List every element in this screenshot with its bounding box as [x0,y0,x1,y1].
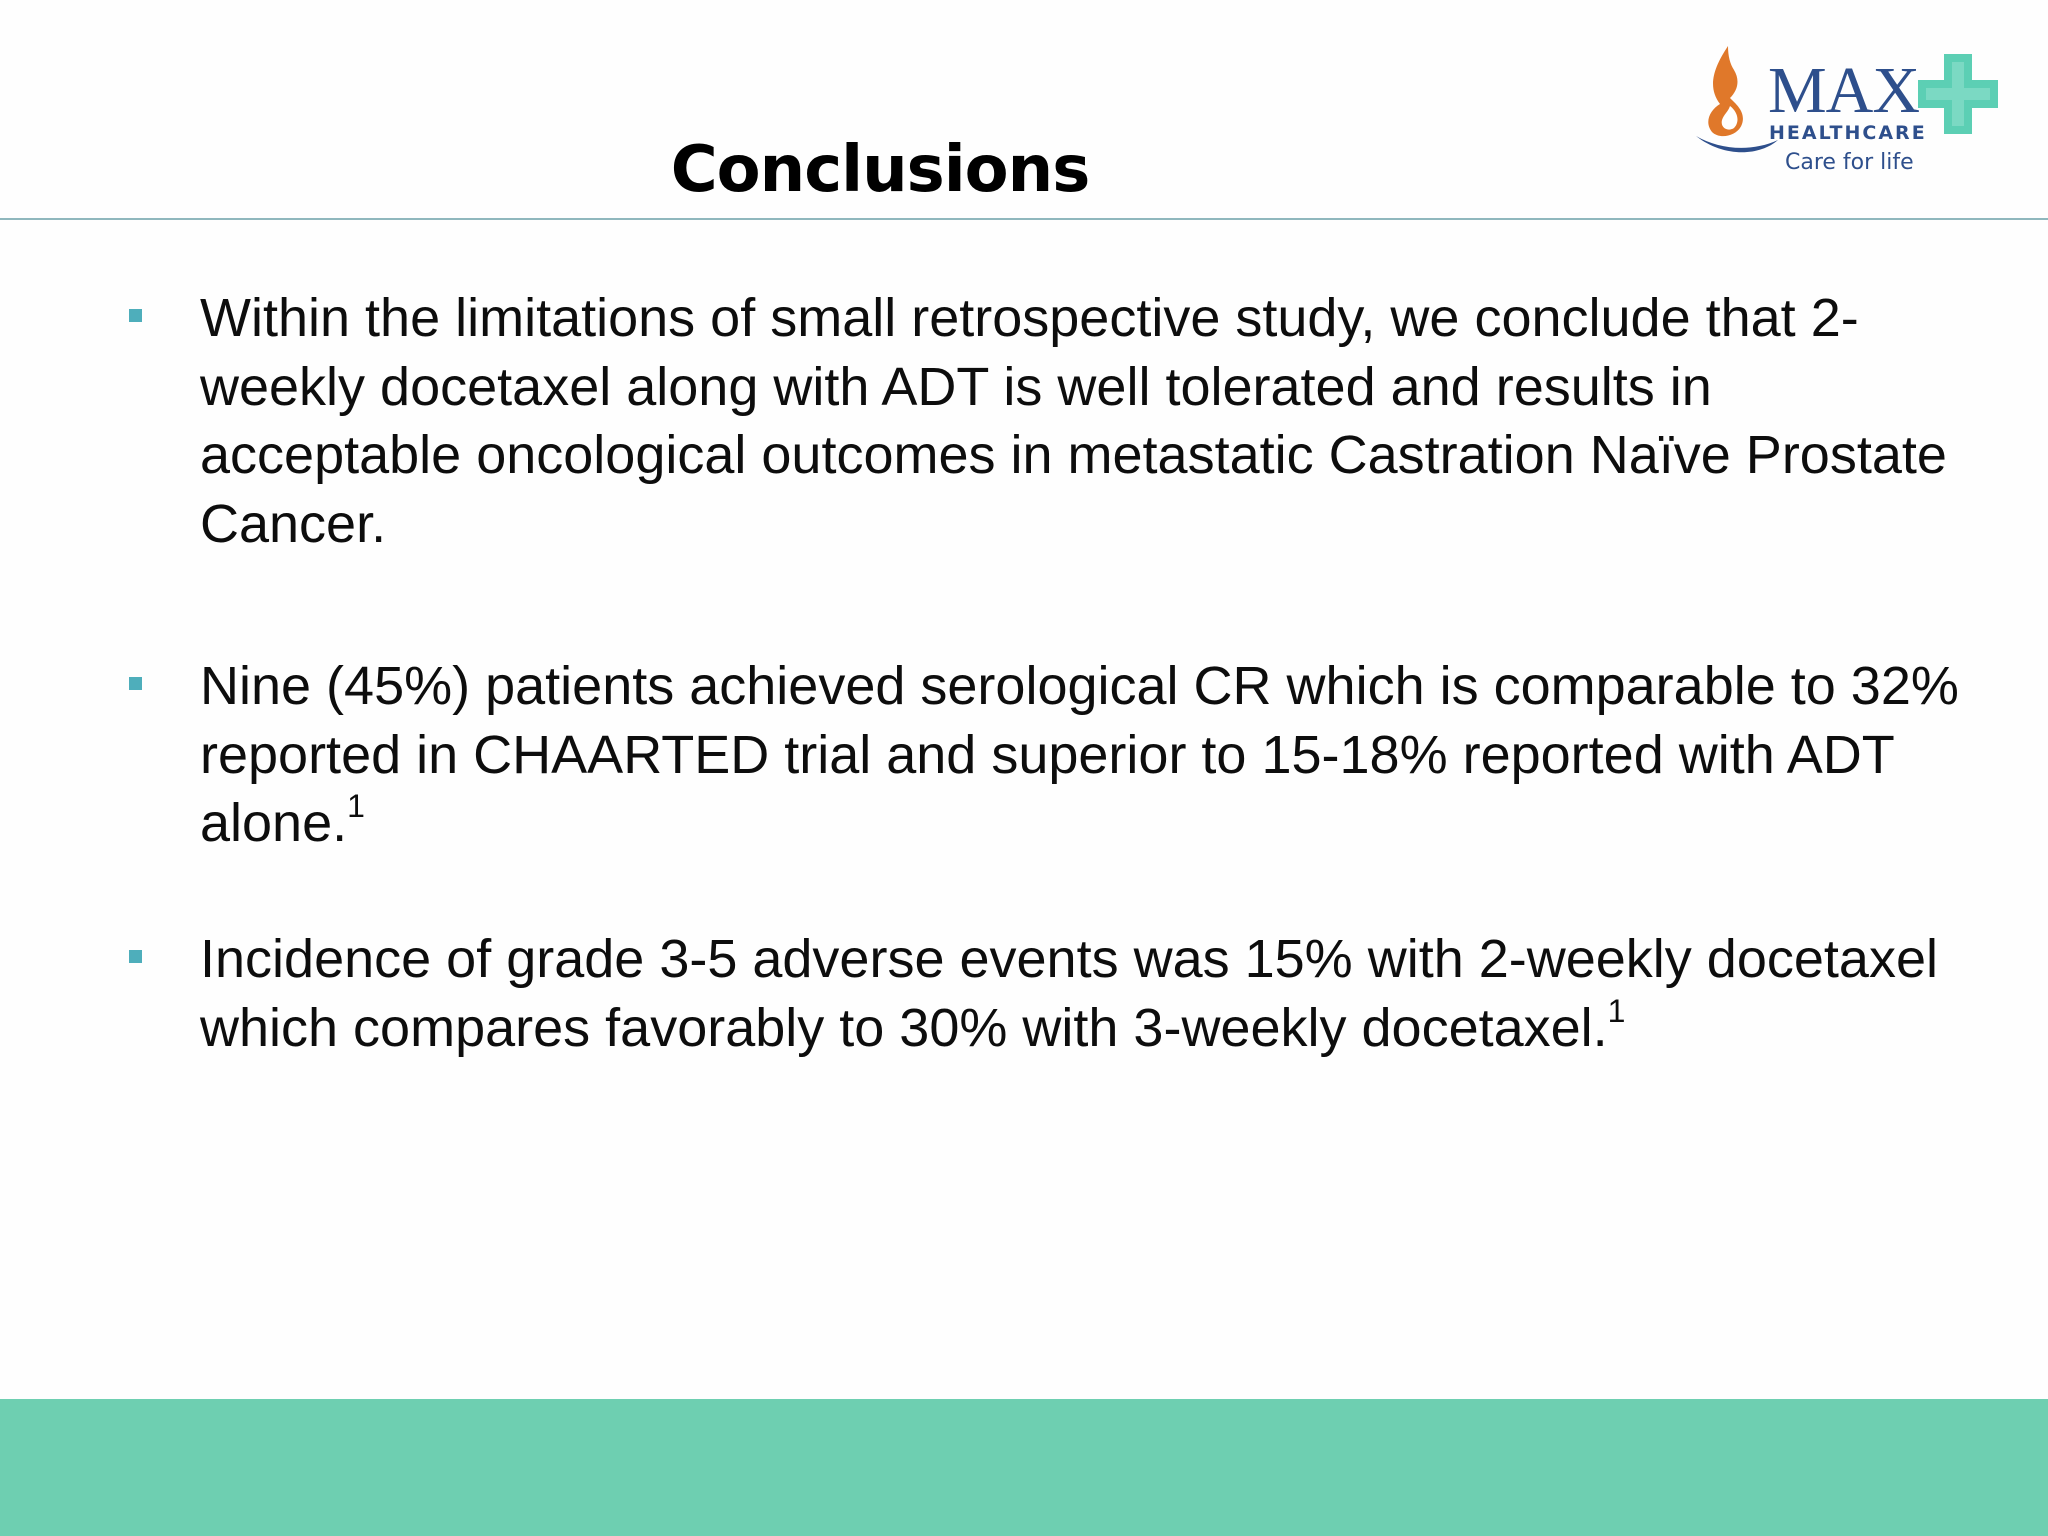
conclusion-text-3: Incidence of grade 3-5 adverse events wa… [200,929,1938,1058]
bullet-marker-icon [129,309,142,322]
bullet-marker-icon [129,677,142,690]
conclusion-bullet-3: Incidence of grade 3-5 adverse events wa… [200,925,1960,1062]
logo-tagline: Care for life [1785,150,1914,175]
footnote-reference: 1 [347,788,365,824]
title-divider [0,218,2048,220]
logo-brand-text: MAX [1768,54,1920,127]
company-logo: MAX HEALTHCARE Care for life [1690,40,2030,190]
bullet-marker-icon [129,950,142,963]
conclusion-text-1: Within the limitations of small retrospe… [200,288,1947,554]
footer-band [0,1399,2048,1536]
flame-icon [1696,46,1778,153]
conclusion-bullet-2: Nine (45%) patients achieved serological… [200,652,1960,858]
conclusion-bullet-1: Within the limitations of small retrospe… [200,284,1960,558]
medical-cross-icon [1918,54,1998,134]
logo-subtitle: HEALTHCARE [1769,122,1927,144]
slide-title: Conclusions [670,133,1091,207]
conclusion-text-2: Nine (45%) patients achieved serological… [200,656,1959,853]
logo-graphic [1696,46,1998,153]
footnote-reference: 1 [1607,992,1626,1029]
